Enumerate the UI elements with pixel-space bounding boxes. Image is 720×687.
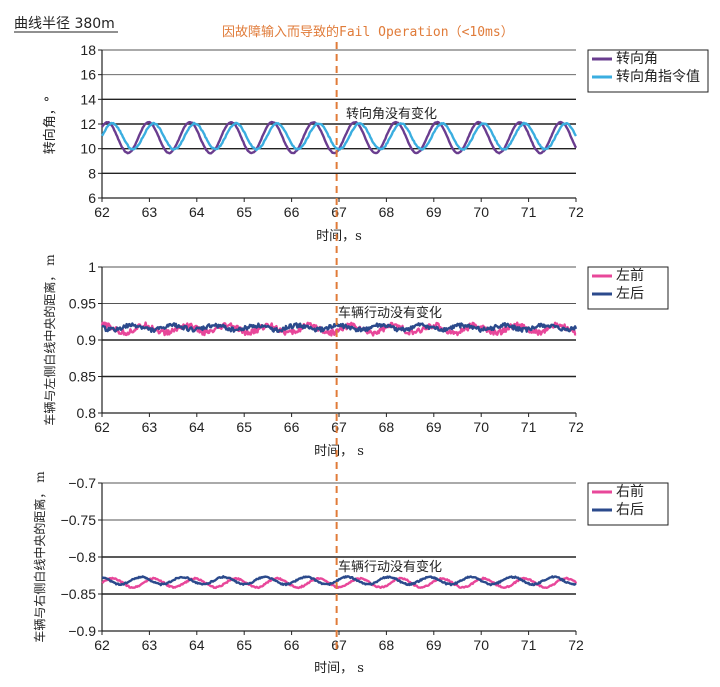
legend-entry: 左后 <box>616 286 644 302</box>
series-line-2 <box>101 322 578 333</box>
x-tick-label: 63 <box>142 204 158 220</box>
x-tick-label: 64 <box>189 637 205 653</box>
x-tick-label: 66 <box>284 204 300 220</box>
x-tick-label: 72 <box>568 419 584 435</box>
x-tick-label: 71 <box>521 204 537 220</box>
chart-annotation: 转向角没有变化 <box>346 106 437 122</box>
legend-entry: 转向角指令值 <box>616 69 700 85</box>
y-tick-label: −0.8 <box>68 549 96 565</box>
x-tick-label: 64 <box>189 204 205 220</box>
x-tick-label: 68 <box>379 204 395 220</box>
x-tick-label: 65 <box>236 204 252 220</box>
x-tick-label: 67 <box>331 637 347 653</box>
y-tick-label: 8 <box>88 165 96 181</box>
y-tick-label: −0.9 <box>68 623 96 639</box>
y-tick-label: −0.75 <box>61 512 97 528</box>
x-tick-label: 67 <box>331 419 347 435</box>
y-axis-label: 车辆与左侧白线中央的距离， m <box>42 254 57 426</box>
x-tick-label: 68 <box>379 637 395 653</box>
legend-entry: 右后 <box>616 502 644 518</box>
y-tick-label: 16 <box>80 67 96 83</box>
x-tick-label: 71 <box>521 419 537 435</box>
legend-entry: 左前 <box>616 267 644 284</box>
y-tick-label: 10 <box>80 141 96 157</box>
y-tick-label: 6 <box>88 190 96 206</box>
y-tick-label: 14 <box>80 91 96 107</box>
y-tick-label: 0.85 <box>69 369 96 385</box>
y-tick-label: 0.95 <box>69 296 96 312</box>
series-line-2 <box>101 121 578 152</box>
x-tick-label: 62 <box>94 204 110 220</box>
x-tick-label: 63 <box>142 419 158 435</box>
legend-box <box>587 482 669 526</box>
x-tick-label: 62 <box>94 419 110 435</box>
y-tick-label: 18 <box>80 42 96 58</box>
y-tick-label: −0.85 <box>61 586 97 602</box>
x-tick-label: 65 <box>236 637 252 653</box>
event-label: 因故障输入而导致的Fail Operation（<10ms） <box>222 24 514 40</box>
x-tick-label: 69 <box>426 637 442 653</box>
x-tick-label: 65 <box>236 419 252 435</box>
y-tick-label: 0.8 <box>77 405 97 421</box>
x-tick-label: 71 <box>521 637 537 653</box>
x-tick-label: 63 <box>142 637 158 653</box>
x-axis-label: 时间， s <box>314 661 364 676</box>
series-line-2 <box>101 575 577 587</box>
chart-annotation: 车辆行动没有变化 <box>338 559 442 575</box>
x-tick-label: 66 <box>284 637 300 653</box>
x-tick-label: 67 <box>331 204 347 220</box>
x-tick-label: 70 <box>473 204 489 220</box>
legend-box <box>587 266 669 310</box>
y-tick-label: 1 <box>88 259 96 275</box>
chart-annotation: 车辆行动没有变化 <box>338 305 442 321</box>
legend-box <box>587 49 709 93</box>
curve-radius-label: 曲线半径 380m <box>14 16 115 32</box>
x-axis-label: 时间， s <box>314 444 364 459</box>
x-tick-label: 68 <box>379 419 395 435</box>
legend-entry: 右前 <box>616 483 644 500</box>
x-axis-label: 时间，s <box>316 229 362 244</box>
y-axis-label: 转向角，° <box>42 96 58 155</box>
y-tick-label: −0.7 <box>68 475 96 491</box>
x-tick-label: 66 <box>284 419 300 435</box>
x-tick-label: 72 <box>568 204 584 220</box>
legend-entry: 转向角 <box>616 51 658 67</box>
chart-panel-3: −0.9 −0.85 −0.8 −0.75 −0.7 62 63 64 65 66 67 68 69 70… <box>32 471 669 676</box>
x-tick-label: 69 <box>426 419 442 435</box>
x-tick-label: 72 <box>568 637 584 653</box>
chart-panel-2: 0.8 0.85 0.9 0.95 1 62 63 64 65 66 67 68 69 70 71 72 时间，… <box>42 254 669 459</box>
y-axis-label: 车辆与右侧白线中央的距离， m <box>32 471 47 643</box>
y-tick-label: 12 <box>80 116 96 132</box>
x-tick-label: 64 <box>189 419 205 435</box>
y-tick-label: 0.9 <box>77 332 97 348</box>
series-line-1 <box>101 576 578 590</box>
x-tick-label: 69 <box>426 204 442 220</box>
x-tick-label: 70 <box>473 637 489 653</box>
x-tick-label: 70 <box>473 419 489 435</box>
x-tick-label: 62 <box>94 637 110 653</box>
